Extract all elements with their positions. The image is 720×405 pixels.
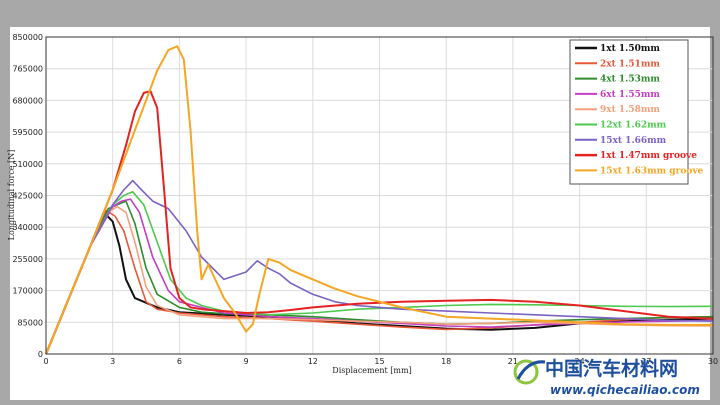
plot-frame — [45, 36, 714, 355]
x-tick-labels: 0 3 6 9 12 15 18 21 24 27 30 — [43, 357, 718, 366]
x-tick-label: 24 — [575, 357, 585, 366]
legend-label: 1xt 1.50mm — [600, 44, 660, 54]
y-tick-labels: 0 85000 170000 255000 340000 425000 510000 5950… — [12, 33, 43, 359]
legend: 1xt 1.50mm 2xt 1.51mm 4xt 1.53mm 6xt 1.55mm… — [569, 39, 704, 185]
x-tick-label: 0 — [43, 357, 48, 366]
legend-label: 1xt 1.47mm groove — [600, 151, 697, 161]
y-tick-label: 255000 — [12, 255, 43, 264]
legend-label: 12xt 1.62mm — [600, 121, 667, 131]
y-tick-label: 595000 — [12, 128, 43, 137]
y-axis-label: Longitudinal force [N] — [7, 150, 16, 241]
x-tick-label: 18 — [441, 357, 451, 366]
y-tick-label: 850000 — [12, 33, 43, 42]
series-line-5 — [45, 205, 714, 355]
x-tick-label: 15 — [374, 357, 384, 366]
x-tick-label: 9 — [244, 357, 249, 366]
x-tick-label: 6 — [177, 357, 182, 366]
y-tick-label: 170000 — [12, 287, 43, 296]
y-tick-label: 680000 — [12, 96, 43, 105]
series-line-1 — [45, 211, 714, 355]
series-line-8 — [45, 90, 714, 355]
watermark-url: www.qichecailiao.com — [550, 383, 700, 397]
legend-label: 2xt 1.51mm — [600, 59, 660, 69]
y-tick-label: 0 — [38, 350, 43, 359]
y-tick-label: 765000 — [12, 65, 43, 74]
x-axis-label: Displacement [mm] — [332, 366, 411, 375]
series-line-9 — [45, 45, 713, 355]
watermark-logo-ring — [513, 359, 539, 385]
x-tick-label: 27 — [641, 357, 651, 366]
watermark: 中国汽车材料网 www.qichecailiao.com — [513, 357, 700, 397]
x-tick-label: 3 — [110, 357, 115, 366]
series-layer — [45, 45, 714, 355]
series-line-4 — [45, 198, 714, 355]
legend-label: 9xt 1.58mm — [600, 105, 660, 115]
y-tick-label: 340000 — [12, 223, 43, 232]
y-tick-label: 85000 — [18, 318, 43, 327]
series-line-7 — [45, 179, 714, 355]
y-tick-label: 425000 — [12, 192, 43, 201]
x-tick-label: 21 — [508, 357, 518, 366]
legend-label: 15xt 1.63mm groove — [600, 166, 704, 176]
y-tick-label: 510000 — [12, 160, 43, 169]
x-tick-label: 30 — [708, 357, 718, 366]
watermark-logo-swoosh — [516, 360, 546, 380]
legend-label: 15xt 1.66mm — [600, 136, 667, 146]
x-tick-label: 12 — [308, 357, 318, 366]
legend-label: 6xt 1.55mm — [600, 90, 660, 100]
watermark-text: 中国汽车材料网 — [545, 357, 678, 380]
legend-label: 4xt 1.53mm — [600, 75, 660, 85]
